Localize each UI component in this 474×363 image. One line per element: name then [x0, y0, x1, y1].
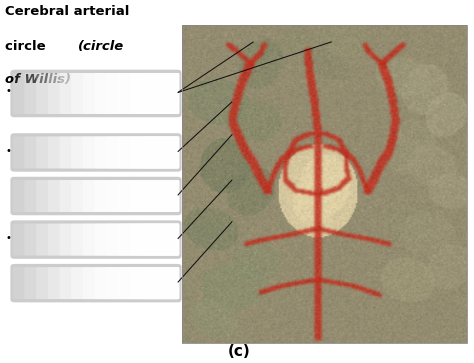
FancyBboxPatch shape	[36, 73, 179, 114]
FancyBboxPatch shape	[48, 73, 179, 114]
FancyBboxPatch shape	[10, 133, 182, 172]
FancyBboxPatch shape	[94, 224, 179, 256]
FancyBboxPatch shape	[106, 267, 179, 299]
FancyBboxPatch shape	[60, 180, 179, 212]
FancyBboxPatch shape	[13, 180, 179, 212]
Text: Cerebral arterial: Cerebral arterial	[5, 5, 129, 19]
FancyBboxPatch shape	[25, 180, 179, 212]
FancyBboxPatch shape	[129, 267, 179, 299]
FancyBboxPatch shape	[94, 180, 179, 212]
Text: (c): (c)	[228, 344, 251, 359]
FancyBboxPatch shape	[71, 267, 179, 299]
FancyBboxPatch shape	[13, 224, 179, 256]
FancyBboxPatch shape	[83, 180, 179, 212]
FancyBboxPatch shape	[60, 267, 179, 299]
FancyBboxPatch shape	[129, 180, 179, 212]
FancyBboxPatch shape	[36, 136, 179, 168]
FancyBboxPatch shape	[10, 220, 182, 259]
FancyBboxPatch shape	[13, 136, 179, 168]
FancyBboxPatch shape	[141, 267, 179, 299]
FancyBboxPatch shape	[94, 73, 179, 114]
FancyBboxPatch shape	[71, 136, 179, 168]
Text: •: •	[6, 86, 11, 97]
FancyBboxPatch shape	[118, 224, 179, 256]
FancyBboxPatch shape	[83, 73, 179, 114]
FancyBboxPatch shape	[118, 136, 179, 168]
FancyBboxPatch shape	[94, 267, 179, 299]
FancyBboxPatch shape	[71, 224, 179, 256]
FancyBboxPatch shape	[36, 267, 179, 299]
FancyBboxPatch shape	[141, 136, 179, 168]
FancyBboxPatch shape	[48, 180, 179, 212]
FancyBboxPatch shape	[106, 136, 179, 168]
FancyBboxPatch shape	[83, 224, 179, 256]
Text: (circle: (circle	[78, 40, 125, 53]
FancyBboxPatch shape	[10, 177, 182, 215]
Text: •: •	[6, 146, 11, 156]
FancyBboxPatch shape	[48, 267, 179, 299]
FancyBboxPatch shape	[141, 224, 179, 256]
FancyBboxPatch shape	[83, 136, 179, 168]
FancyBboxPatch shape	[129, 73, 179, 114]
FancyBboxPatch shape	[25, 136, 179, 168]
FancyBboxPatch shape	[48, 224, 179, 256]
FancyBboxPatch shape	[118, 267, 179, 299]
FancyBboxPatch shape	[83, 267, 179, 299]
FancyBboxPatch shape	[25, 73, 179, 114]
FancyBboxPatch shape	[60, 73, 179, 114]
FancyBboxPatch shape	[13, 73, 179, 114]
FancyBboxPatch shape	[60, 224, 179, 256]
FancyBboxPatch shape	[36, 224, 179, 256]
FancyBboxPatch shape	[129, 224, 179, 256]
FancyBboxPatch shape	[48, 136, 179, 168]
FancyBboxPatch shape	[106, 224, 179, 256]
FancyBboxPatch shape	[94, 136, 179, 168]
FancyBboxPatch shape	[106, 73, 179, 114]
FancyBboxPatch shape	[106, 180, 179, 212]
FancyBboxPatch shape	[60, 136, 179, 168]
Bar	[182, 25, 467, 343]
Text: •: •	[6, 233, 11, 243]
FancyBboxPatch shape	[118, 73, 179, 114]
FancyBboxPatch shape	[118, 180, 179, 212]
FancyBboxPatch shape	[141, 73, 179, 114]
FancyBboxPatch shape	[13, 267, 179, 299]
FancyBboxPatch shape	[10, 264, 182, 302]
Text: of Willis): of Willis)	[5, 73, 71, 86]
FancyBboxPatch shape	[25, 267, 179, 299]
FancyBboxPatch shape	[36, 180, 179, 212]
FancyBboxPatch shape	[25, 224, 179, 256]
FancyBboxPatch shape	[71, 73, 179, 114]
FancyBboxPatch shape	[10, 70, 182, 117]
FancyBboxPatch shape	[129, 136, 179, 168]
Text: circle: circle	[5, 40, 50, 53]
FancyBboxPatch shape	[71, 180, 179, 212]
FancyBboxPatch shape	[141, 180, 179, 212]
